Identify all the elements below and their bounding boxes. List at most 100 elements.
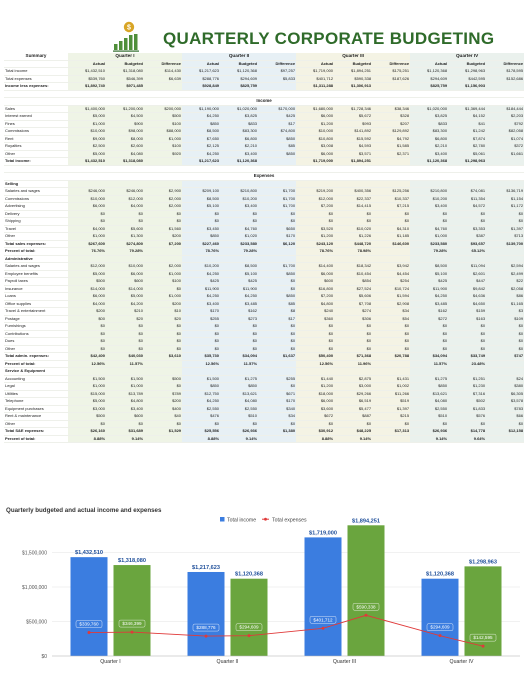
value-cell: $38,346 <box>372 105 411 113</box>
value-cell: $3 <box>486 307 525 316</box>
value-cell: $1,200 <box>296 120 335 128</box>
value-cell: $3,400 <box>182 300 221 308</box>
row-label: Salaries and wages <box>4 187 68 196</box>
value-cell: $928,849 <box>182 82 221 91</box>
value-cell: $4,250 <box>410 292 449 301</box>
value-cell <box>486 247 525 256</box>
table-row: Insurance $14,000 $14,000 $0 $11,900 $11,900 $… <box>4 285 525 293</box>
value-cell: $294,609 <box>220 75 259 83</box>
value-cell: $0 <box>410 337 449 346</box>
value-cell: $0 <box>182 345 221 353</box>
expense-label-box <box>352 603 380 611</box>
value-cell: $98,000 <box>106 127 144 136</box>
table-row: Payroll taxes $500 $600 $100 $425 $425 $0 $600 $… <box>4 277 525 286</box>
value-cell: $6,000 <box>296 150 335 158</box>
value-cell: $6,800 <box>410 135 449 143</box>
expense-point <box>87 631 91 635</box>
table-row: Rent & maintenance $500 $600 $40 $476 $510 $34… <box>4 412 525 421</box>
section-title-row: Expenses <box>4 172 525 181</box>
summary-row: Income less expenses: $1,892,740 $971,485 $… <box>4 82 525 91</box>
value-cell: $1,074 <box>486 135 525 143</box>
value-cell: $0 <box>296 345 335 353</box>
value-cell: $447 <box>448 277 487 286</box>
value-cell: $129,892 <box>372 127 411 136</box>
value-cell: $971,485 <box>106 82 144 91</box>
column-header: Actual <box>410 60 449 68</box>
row-label: Other <box>4 420 68 428</box>
value-cell: $360 <box>296 315 335 323</box>
value-cell <box>68 180 106 188</box>
value-cell: 11.57% <box>410 360 449 368</box>
value-cell: $4,000 <box>106 202 144 211</box>
value-cell <box>144 435 183 443</box>
value-cell: $576 <box>448 412 487 421</box>
value-cell: $246,000 <box>106 187 144 196</box>
expense-point <box>438 634 442 638</box>
value-cell: $2,203 <box>486 112 525 121</box>
value-cell: $3,610 <box>144 352 183 361</box>
value-cell: $4,250 <box>182 270 221 278</box>
value-cell: $82,058 <box>486 127 525 136</box>
value-cell: $4,800 <box>106 397 144 406</box>
value-cell: $0 <box>182 217 221 226</box>
row-label: Travel & entertainment <box>4 307 68 316</box>
value-cell: $243,120 <box>296 240 335 248</box>
value-cell: $15,592 <box>334 135 373 143</box>
value-cell: $0 <box>410 217 449 226</box>
value-cell: $0 <box>258 382 297 391</box>
value-cell: $13,621 <box>410 390 449 398</box>
value-cell: $5,606 <box>334 292 373 301</box>
value-cell: $590,338 <box>334 75 373 83</box>
table-row: Royalties $2,500 $2,600 $100 $2,125 $2,210 $85… <box>4 142 525 151</box>
value-cell: $0 <box>334 217 373 226</box>
expense-data-label: $339,760 <box>79 622 99 627</box>
table-row: Telephone $5,000 $4,800 $200 $4,250 $4,080 $17… <box>4 397 525 406</box>
value-cell: $6,000 <box>296 270 335 278</box>
value-cell: $71,368 <box>334 352 373 361</box>
row-label: Salaries and wages <box>4 262 68 271</box>
value-cell: $162 <box>220 307 259 316</box>
value-cell: $10,200 <box>410 195 449 203</box>
value-cell: $850 <box>258 135 297 143</box>
value-cell: $5,672 <box>334 112 373 121</box>
value-cell: $20 <box>144 315 183 323</box>
page-title: QUARTERLY CORPORATE BUDGETING <box>163 29 495 48</box>
value-cell: 9.14% <box>106 435 144 443</box>
value-cell: $387 <box>448 232 487 241</box>
table-row: Interest earned $5,000 $4,500 $500 $4,250 $3,… <box>4 112 525 121</box>
value-cell: $22 <box>486 277 525 286</box>
value-cell: $13,621 <box>220 390 259 398</box>
value-cell: $0 <box>372 345 411 353</box>
column-header: Actual <box>296 60 335 68</box>
value-cell: 65.12% <box>448 247 487 256</box>
value-cell: $600 <box>296 277 335 286</box>
expense-data-label: $346,399 <box>122 621 142 626</box>
value-cell: $170 <box>258 397 297 406</box>
value-cell: $2,499 <box>486 270 525 278</box>
value-cell: $1,397 <box>372 405 411 413</box>
expense-label-box <box>75 620 103 628</box>
column-header-row: Actual Budgeted Difference Actual Budgeted Di… <box>4 60 525 68</box>
value-cell: $0 <box>144 382 183 391</box>
value-cell: $1,700 <box>258 262 297 271</box>
value-cell: $425 <box>410 277 449 286</box>
expense-data-label: $401,712 <box>313 617 333 622</box>
value-cell: $0 <box>220 330 259 338</box>
value-cell: $5,600 <box>106 225 144 233</box>
value-cell: $0 <box>68 337 106 346</box>
value-cell: $2,125 <box>182 142 221 151</box>
value-cell: $10,000 <box>68 127 106 136</box>
value-cell <box>486 360 525 368</box>
value-cell: $3,485 <box>220 300 259 308</box>
value-cell: $41 <box>448 120 487 128</box>
income-data-label: $1,120,368 <box>235 572 263 578</box>
value-cell: $5,100 <box>410 270 449 278</box>
value-cell: $3,400 <box>410 150 449 158</box>
value-cell: $0 <box>334 420 373 428</box>
value-cell: $0 <box>486 337 525 346</box>
value-cell: $0 <box>182 337 221 346</box>
value-cell: $0 <box>258 277 297 286</box>
value-cell: $240 <box>296 307 335 316</box>
value-cell: $850 <box>182 120 221 128</box>
value-cell: $25,556 <box>182 427 221 436</box>
